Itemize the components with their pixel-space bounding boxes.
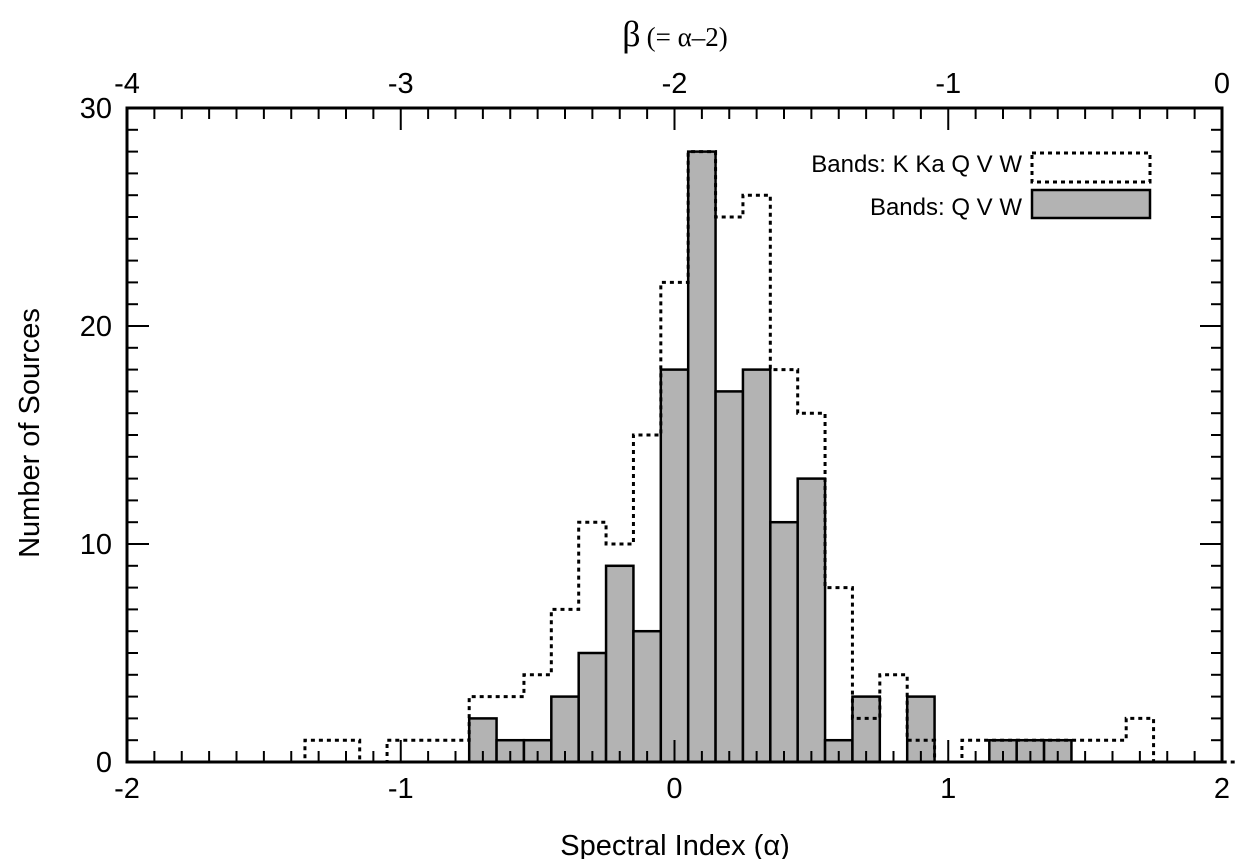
x-tick-label: 1	[940, 773, 956, 805]
top-axis-title-paren: (= α–2)	[647, 22, 728, 52]
y-tick-label: 0	[96, 747, 112, 779]
bar-filled	[604, 564, 635, 764]
x-tick-label: -2	[114, 773, 140, 805]
bar-filled	[796, 477, 827, 764]
y-tick-label: 30	[80, 93, 112, 125]
bar-filled	[632, 629, 663, 764]
dotted-histogram-series	[140, 150, 1236, 764]
x-tick-label: -1	[388, 773, 414, 805]
top-tick-label: -4	[114, 68, 140, 100]
y-axis-title: Number of Sources	[14, 308, 46, 558]
x-tick-label: 0	[666, 773, 682, 805]
filled-histogram-series	[467, 150, 1073, 764]
bar-filled	[577, 651, 608, 764]
top-tick-label: -2	[662, 68, 688, 100]
legend-label-filled: Bands: Q V W	[870, 194, 1022, 221]
bar-filled	[769, 520, 799, 764]
tick-labels: -2 -1 0 1 2 -4 -3 -2 -1 0 0 10 20 30	[80, 68, 1230, 805]
y-tick-label: 10	[80, 529, 112, 561]
bar-filled	[741, 368, 772, 764]
bar-filled	[686, 150, 717, 764]
top-tick-label: 0	[1214, 68, 1230, 100]
bar-filled	[714, 390, 745, 764]
top-tick-label: -3	[388, 68, 414, 100]
top-axis-title-main: β	[622, 14, 640, 54]
top-axis-title: β (= α–2)	[622, 14, 727, 54]
legend-swatch-filled	[1030, 188, 1152, 220]
legend: Bands: K Ka Q V W Bands: Q V W	[811, 151, 1152, 221]
x-tick-label: 2	[1214, 773, 1230, 805]
legend-swatch-dotted	[1030, 151, 1152, 184]
axis-ticks	[126, 107, 1223, 763]
legend-label-dotted: Bands: K Ka Q V W	[811, 151, 1022, 178]
y-tick-label: 20	[80, 311, 112, 343]
top-tick-label: -1	[935, 68, 961, 100]
bar-filled	[659, 368, 690, 764]
x-axis-title: Spectral Index (α)	[560, 830, 790, 859]
